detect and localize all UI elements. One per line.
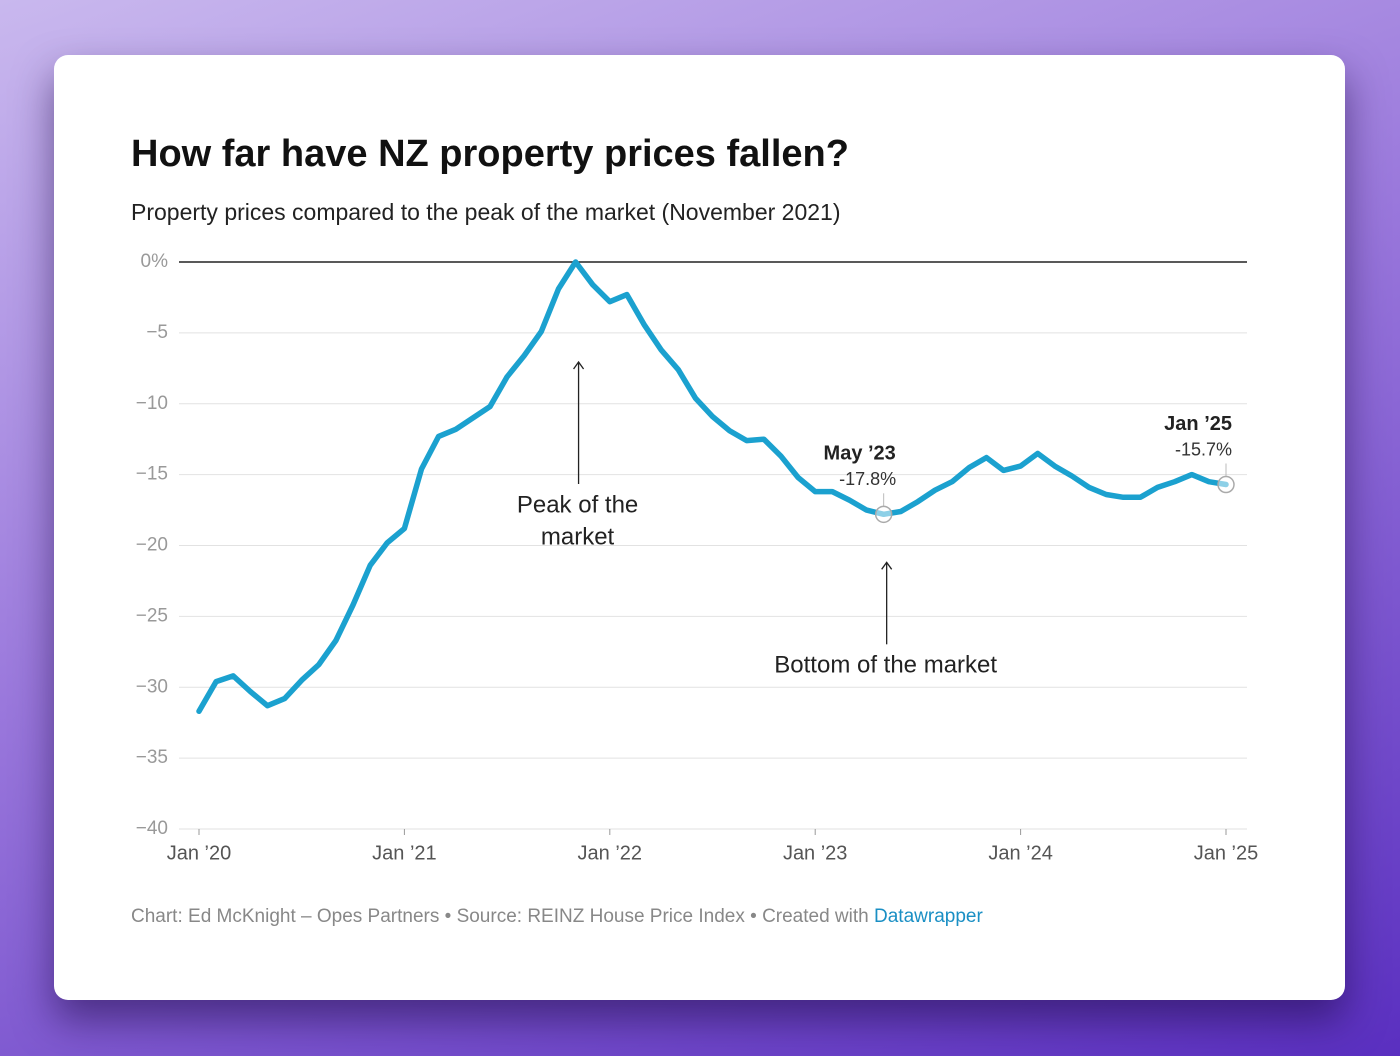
y-tick-label: −30	[136, 676, 168, 697]
highlight-label: May ’23	[824, 443, 896, 465]
x-tick-label: Jan ’25	[1194, 842, 1259, 864]
y-tick-label: −40	[136, 818, 168, 839]
x-tick-label: Jan ’23	[783, 842, 848, 864]
y-tick-label: −5	[146, 322, 168, 343]
y-tick-label: −15	[136, 464, 168, 485]
chart-title: How far have NZ property prices fallen?	[131, 133, 849, 175]
highlight-point	[874, 505, 893, 524]
y-tick-label: −20	[136, 535, 168, 556]
highlight-point	[1217, 475, 1235, 494]
annotation-text: market	[541, 523, 615, 550]
x-tick-label: Jan ’24	[988, 842, 1053, 864]
x-tick-label: Jan ’22	[578, 842, 643, 864]
card	[54, 55, 1345, 1000]
highlight-value: -17.8%	[839, 469, 896, 489]
arrow-head	[573, 360, 585, 370]
credit: Chart: Ed McKnight – Opes Partners • Sou…	[131, 906, 983, 927]
x-tick-label: Jan ’20	[167, 842, 232, 864]
chart-subtitle: Property prices compared to the peak of …	[131, 199, 841, 225]
y-tick-label: −25	[136, 605, 168, 626]
y-tick-label: 0%	[141, 251, 169, 272]
credit-link[interactable]: Datawrapper	[874, 906, 983, 927]
arrow-head	[881, 561, 893, 570]
highlight-value: -15.7%	[1175, 439, 1232, 459]
annotation-text: Bottom of the market	[774, 652, 997, 679]
y-tick-label: −10	[136, 393, 168, 414]
credit-text: Chart: Ed McKnight – Opes Partners • Sou…	[131, 906, 874, 927]
y-tick-label: −35	[136, 747, 168, 768]
annotation-text: Peak of the	[517, 491, 638, 518]
line	[196, 259, 1229, 715]
x-tick-label: Jan ’21	[372, 842, 437, 864]
highlight-label: Jan ’25	[1164, 413, 1232, 435]
